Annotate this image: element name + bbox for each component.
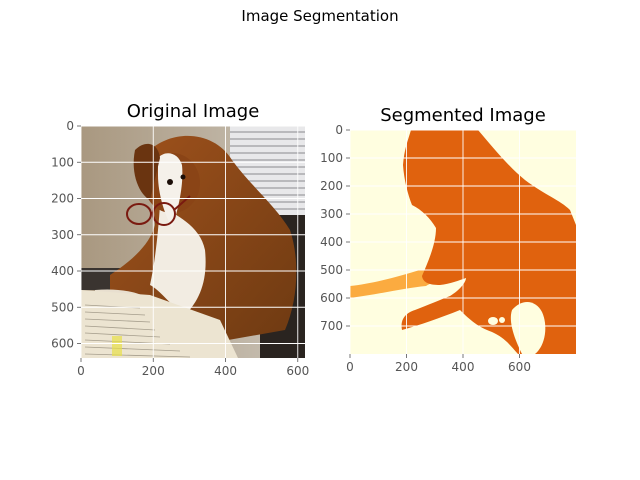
original-image-grid [80,125,305,358]
segmented-xtick-label: 400 [452,360,475,374]
segmented-ytick-label: 300 [320,207,343,221]
original-ytick-label: 600 [51,337,74,351]
segmented-image-panel: Segmented Image 0 200 400 600 0 100 200 300 400 5… [320,105,576,374]
figure-suptitle: Image Segmentation [241,7,399,25]
original-image-panel: Original Image [51,101,309,378]
original-xtick-label: 0 [77,364,85,378]
segmented-xtick-label: 600 [508,360,531,374]
segmented-ytick-label: 600 [320,291,343,305]
segmented-xtick-label: 0 [346,360,354,374]
segmented-ytick-label: 200 [320,179,343,193]
original-xtick-label: 200 [142,364,165,378]
segmented-image-grid [349,129,576,354]
original-image [81,126,305,358]
original-xtick-label: 600 [286,364,309,378]
original-xtick-label: 400 [214,364,237,378]
segmented-image-title: Segmented Image [380,105,546,126]
original-ytick-label: 100 [51,155,74,169]
segmented-xtick-label: 200 [395,360,418,374]
segmented-ytick-label: 0 [335,123,343,137]
original-ytick-label: 500 [51,300,74,314]
original-ytick-label: 300 [51,228,74,242]
segmented-ytick-label: 100 [320,151,343,165]
segmented-ytick-label: 500 [320,263,343,277]
original-image-title: Original Image [127,101,260,122]
original-ytick-label: 200 [51,192,74,206]
segmented-ytick-label: 400 [320,235,343,249]
original-ytick-label: 400 [51,264,74,278]
segmented-image-axes: 0 200 400 600 0 100 200 300 400 500 600 700 [320,123,531,374]
original-ytick-label: 0 [66,119,74,133]
segmented-ytick-label: 700 [320,319,343,333]
